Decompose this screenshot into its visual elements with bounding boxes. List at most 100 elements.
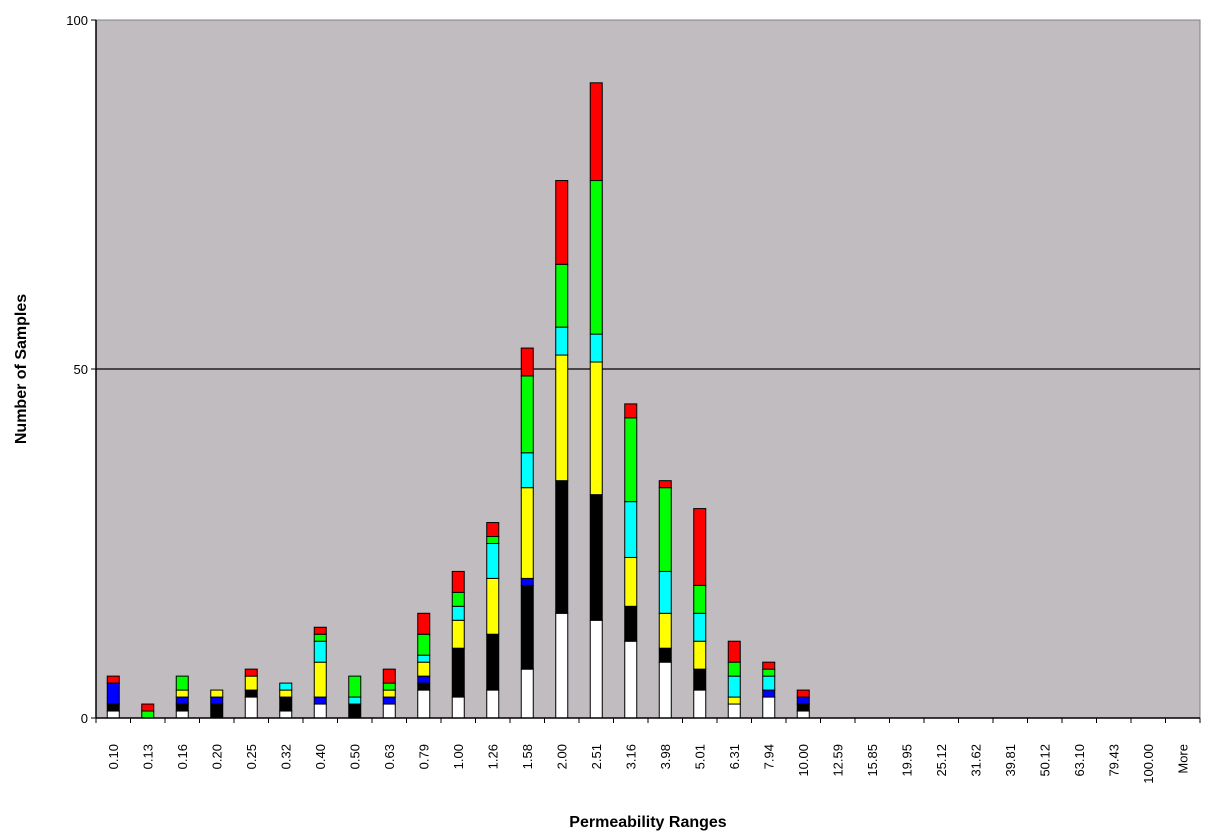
bar-segment-0.79-s4 [417, 661, 431, 677]
bar-segment-5.01-s4 [693, 640, 707, 670]
bar-segment-3.98-s2 [658, 647, 672, 663]
bar-segment-6.31-s5 [727, 675, 741, 698]
bar-segment-6.31-s6 [727, 661, 741, 677]
bar-segment-0.40-s7 [313, 626, 327, 635]
x-tick-label-25.12: 25.12 [934, 744, 949, 777]
bar-segment-0.25-s1 [244, 696, 258, 719]
bar-segment-0.20-s2 [210, 703, 224, 719]
bar-segment-1.58-s6 [520, 375, 534, 454]
bar-segment-7.94-s5 [762, 675, 776, 691]
bar-segment-0.79-s7 [417, 612, 431, 635]
bar-segment-0.32-s1 [279, 710, 293, 719]
y-tick-label-50: 50 [74, 362, 88, 377]
bar-segment-3.16-s7 [624, 403, 638, 419]
x-tick-label-0.32: 0.32 [278, 744, 293, 769]
bar-segment-0.63-s3 [382, 696, 396, 705]
bar-segment-10.00-s3 [796, 696, 810, 705]
bar-segment-0.20-s4 [210, 689, 224, 698]
bar-segment-7.94-s6 [762, 668, 776, 677]
x-axis-title: Permeability Ranges [569, 814, 727, 831]
x-tick-label-2.51: 2.51 [589, 744, 604, 769]
bar-segment-0.40-s1 [313, 703, 327, 719]
bar-segment-0.32-s4 [279, 689, 293, 698]
bar-segment-0.40-s6 [313, 633, 327, 642]
x-tick-label-0.40: 0.40 [313, 744, 328, 769]
bar-segment-1.26-s1 [486, 689, 500, 719]
bar-segment-1.58-s4 [520, 487, 534, 579]
x-tick-label-19.95: 19.95 [899, 744, 914, 777]
x-tick-label-3.98: 3.98 [658, 744, 673, 769]
bar-segment-0.50-s6 [348, 675, 362, 698]
bar-segment-0.20-s3 [210, 696, 224, 705]
bar-segment-1.58-s5 [520, 452, 534, 489]
bar-segment-1.00-s6 [451, 591, 465, 607]
bar-segment-3.16-s2 [624, 605, 638, 642]
bar-segment-0.32-s2 [279, 696, 293, 712]
bar-segment-3.98-s6 [658, 487, 672, 572]
x-tick-label-63.10: 63.10 [1072, 744, 1087, 777]
x-tick-label-0.50: 0.50 [347, 744, 362, 769]
x-tick-label-7.94: 7.94 [761, 744, 776, 769]
bar-segment-5.01-s5 [693, 612, 707, 642]
bar-segment-0.10-s7 [106, 675, 120, 684]
bar-segment-1.00-s7 [451, 570, 465, 593]
x-tick-label-0.79: 0.79 [416, 744, 431, 769]
bar-segment-0.32-s5 [279, 682, 293, 691]
x-tick-label-50.12: 50.12 [1037, 744, 1052, 777]
bar-segment-5.01-s2 [693, 668, 707, 691]
bar-segment-1.26-s7 [486, 522, 500, 538]
x-tick-label-0.25: 0.25 [244, 744, 259, 769]
x-tick-label-10.00: 10.00 [796, 744, 811, 777]
bar-segment-0.79-s2 [417, 682, 431, 691]
bar-segment-1.26-s4 [486, 577, 500, 635]
bar-segment-0.63-s4 [382, 689, 396, 698]
bars-layer [106, 82, 810, 719]
bar-segment-2.51-s6 [589, 180, 603, 335]
bar-segment-0.63-s6 [382, 682, 396, 691]
x-tick-label-0.63: 0.63 [382, 744, 397, 769]
bar-segment-2.00-s6 [555, 263, 569, 328]
x-tick-label-1.26: 1.26 [485, 744, 500, 769]
bar-segment-0.25-s7 [244, 668, 258, 677]
x-tick-label-39.81: 39.81 [1003, 744, 1018, 777]
bar-segment-0.79-s3 [417, 675, 431, 684]
bar-segment-2.00-s7 [555, 180, 569, 265]
y-axis-ticks: 0 50 100 [66, 13, 96, 726]
bar-segment-0.25-s2 [244, 689, 258, 698]
x-tick-label-2.00: 2.00 [554, 744, 569, 769]
bar-segment-1.58-s2 [520, 584, 534, 670]
bar-segment-6.31-s1 [727, 703, 741, 719]
bar-segment-2.51-s4 [589, 361, 603, 496]
bar-segment-0.50-s5 [348, 696, 362, 705]
bar-segment-0.13-s6 [141, 710, 155, 719]
y-tick-label-100: 100 [66, 13, 88, 28]
x-tick-label-1.00: 1.00 [451, 744, 466, 769]
bar-segment-0.25-s4 [244, 675, 258, 691]
bar-segment-6.31-s4 [727, 696, 741, 705]
bar-segment-1.26-s2 [486, 633, 500, 691]
bar-segment-5.01-s7 [693, 508, 707, 586]
bar-segment-0.79-s1 [417, 689, 431, 719]
bar-segment-2.51-s7 [589, 82, 603, 182]
x-tick-label-0.20: 0.20 [209, 744, 224, 769]
bar-segment-2.00-s2 [555, 480, 569, 614]
bar-segment-1.26-s6 [486, 536, 500, 545]
bar-segment-10.00-s1 [796, 710, 810, 719]
x-tick-label-12.59: 12.59 [830, 744, 845, 777]
x-tick-label-31.62: 31.62 [968, 744, 983, 777]
bar-segment-1.00-s5 [451, 605, 465, 621]
bar-segment-0.16-s1 [175, 710, 189, 719]
bar-segment-7.94-s3 [762, 689, 776, 698]
bar-segment-0.40-s3 [313, 696, 327, 705]
x-tick-label-6.31: 6.31 [727, 744, 742, 769]
bar-segment-0.10-s2 [106, 703, 120, 712]
x-tick-label-3.16: 3.16 [623, 744, 638, 769]
y-axis-title: Number of Samples [13, 294, 30, 444]
x-tick-label-5.01: 5.01 [692, 744, 707, 769]
bar-segment-1.00-s2 [451, 647, 465, 698]
bar-segment-2.51-s1 [589, 619, 603, 719]
bar-segment-1.58-s3 [520, 577, 534, 586]
bar-segment-5.01-s6 [693, 584, 707, 614]
bar-segment-1.58-s1 [520, 668, 534, 719]
bar-segment-0.16-s6 [175, 675, 189, 691]
